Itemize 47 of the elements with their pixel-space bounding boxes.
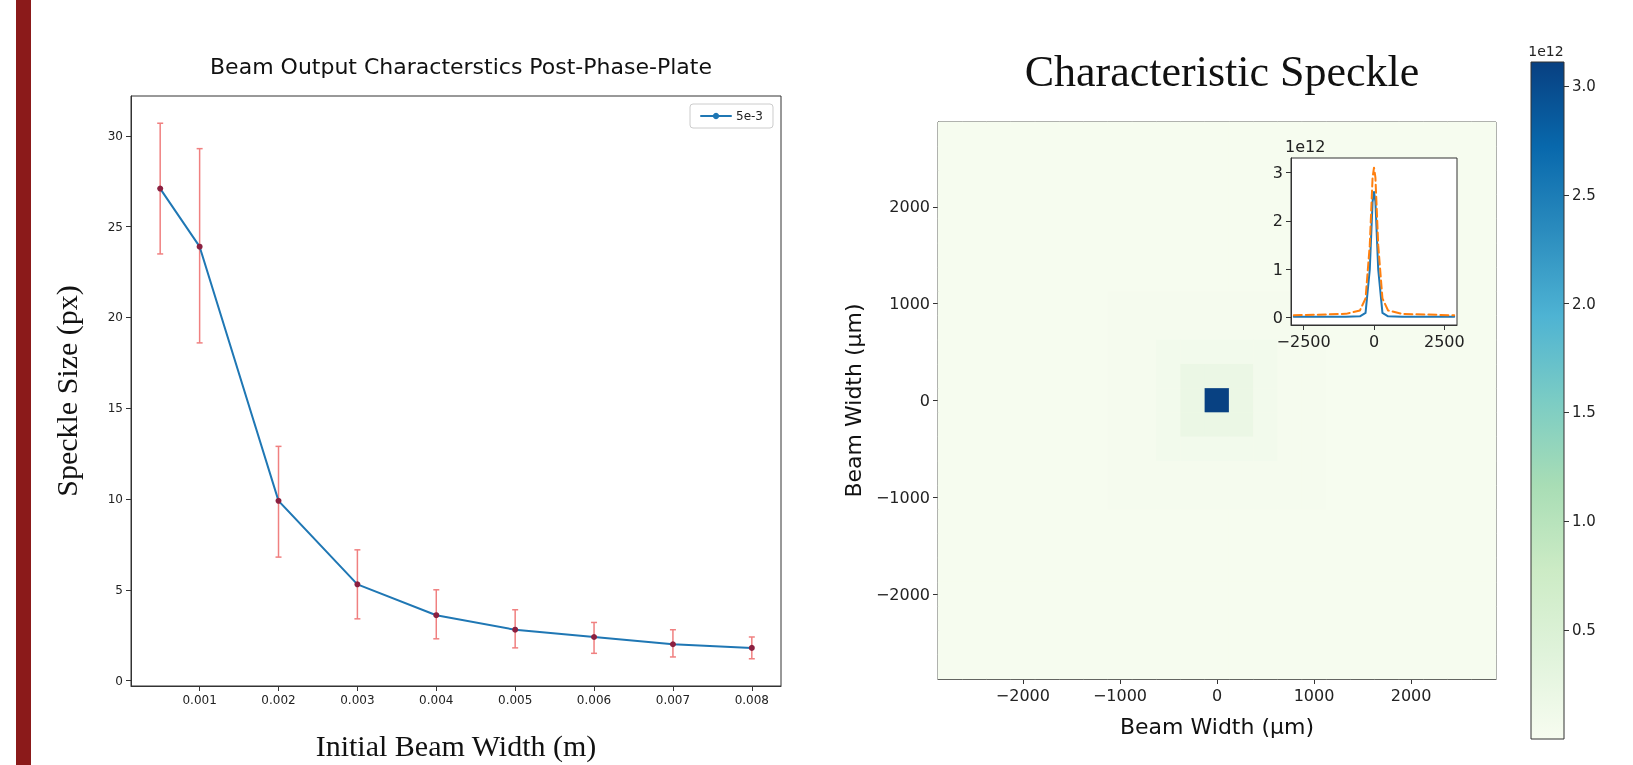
color-bar-label: 0.5: [1572, 621, 1596, 640]
x-axis-title: Beam Width (μm): [1119, 713, 1315, 739]
color-bar-label: 2.0: [1572, 294, 1596, 313]
x-tick-label: −1000: [1092, 685, 1148, 705]
chart-title: Beam Output Characterstics Post-Phase-Plate: [210, 53, 712, 79]
x-tick-label: 0.008: [734, 693, 769, 707]
x-tick-label: 0.006: [576, 693, 612, 707]
x-tick-label: 0: [1211, 685, 1223, 705]
y-tick-label: 2: [1272, 211, 1283, 231]
x-tick-label: 0: [1368, 331, 1380, 351]
y-tick-label: 0: [115, 673, 123, 688]
y-tick-label: −2000: [875, 584, 930, 604]
y-tick-label: 20: [107, 310, 123, 325]
x-tick-label: 0.004: [419, 693, 454, 707]
y-axis-title: 1e12: [1285, 136, 1326, 156]
y-tick-label: 3: [1272, 163, 1283, 183]
y-tick-label: 2000: [889, 197, 930, 217]
y-tick-label: 1: [1272, 259, 1283, 279]
x-tick-label: 0.005: [497, 693, 533, 707]
x-tick-label: 0.003: [340, 693, 375, 707]
y-tick-label: −1000: [875, 487, 930, 507]
y-tick-label: 0: [919, 391, 930, 410]
y-tick-label: 25: [107, 219, 123, 234]
x-tick-label: 0.007: [655, 693, 691, 707]
color-bar-label: 1.5: [1572, 403, 1596, 422]
x-tick-label: 2000: [1390, 685, 1432, 705]
y-axis-title: Beam Width (μm): [841, 303, 867, 498]
x-axis-title: Initial Beam Width (m): [315, 728, 597, 763]
x-tick-label: 0.002: [261, 693, 296, 707]
color-bar-title: 1e12: [1528, 43, 1564, 59]
y-tick-label: 5: [115, 582, 123, 597]
x-tick-label: −2000: [995, 685, 1050, 705]
y-tick-label: 30: [107, 128, 123, 143]
y-tick-label: 0: [1272, 308, 1283, 328]
color-bar-label: 1.0: [1572, 512, 1596, 531]
y-tick-label: 10: [107, 492, 123, 507]
chart-title: Characteristic Speckle: [1024, 46, 1420, 96]
x-tick-label: 0.001: [182, 693, 217, 707]
x-tick-label: −2500: [1276, 331, 1331, 351]
y-tick-label: 1000: [889, 294, 930, 314]
y-tick-label: 15: [107, 401, 123, 416]
x-tick-label: 1000: [1293, 685, 1335, 705]
color-bar-label: 2.5: [1572, 185, 1596, 204]
color-bar-label: 3.0: [1572, 76, 1596, 95]
legend-label: 5e-3: [736, 109, 763, 123]
y-axis-title: Speckle Size (px): [49, 285, 84, 497]
x-tick-label: 2500: [1423, 331, 1465, 351]
